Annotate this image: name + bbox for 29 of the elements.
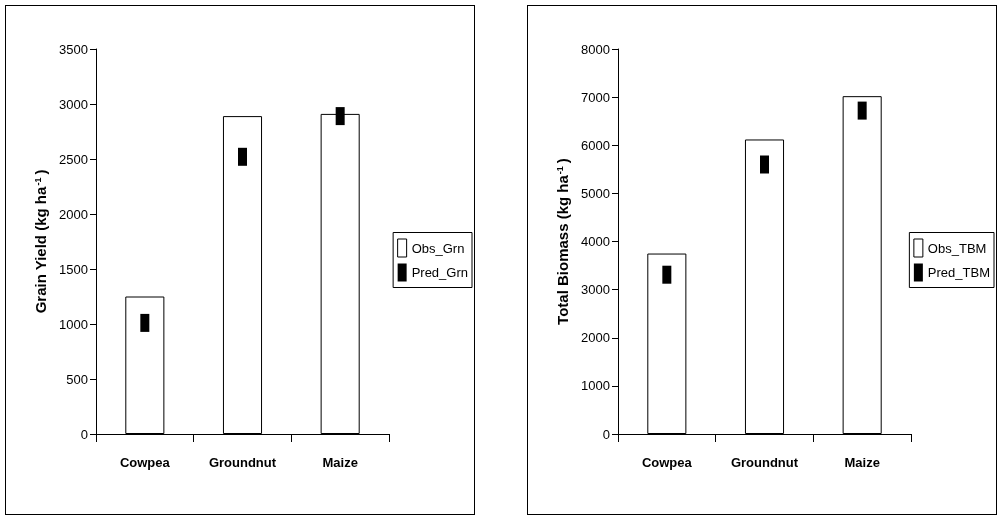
y-tick-label: 6000 [581, 137, 610, 153]
x-tick-label: Maize [844, 455, 880, 470]
y-tick-label: 7000 [581, 89, 610, 105]
legend-label: Pred_Grn [411, 265, 469, 280]
y-tick-label: 0 [602, 426, 610, 442]
legend-label: Obs_Grn [411, 240, 465, 256]
y-tick-label: 2000 [59, 206, 88, 222]
y-tick-label: 500 [66, 371, 88, 387]
y-tick-label: 3500 [59, 41, 88, 57]
y-axis-title: Grain Yield (kg ha-1) [32, 169, 49, 314]
legend-label: Pred_TBM [927, 265, 991, 280]
y-axis-title: Total Biomass (kg ha-1) [554, 158, 571, 325]
y-tick-label: 1500 [59, 261, 88, 277]
x-tick-label: Cowpea [119, 455, 171, 470]
y-tick-label: 1000 [581, 378, 610, 394]
y-tick-label: 4000 [581, 234, 610, 249]
y-tick-label: 3000 [59, 96, 88, 112]
y-tick-label: 2500 [59, 151, 88, 167]
y-tick-label: 8000 [581, 41, 610, 57]
y-tick-label: 2000 [581, 330, 610, 346]
y-tick-label: 3000 [581, 282, 610, 298]
x-tick-label: Groundnut [208, 455, 277, 470]
x-tick-label: Groundnut [730, 455, 799, 470]
legend-label: Obs_TBM [927, 240, 987, 256]
y-tick-label: 5000 [581, 185, 610, 201]
y-tick-label: 1000 [59, 316, 88, 332]
x-tick-label: Cowpea [641, 455, 693, 470]
x-tick-label: Maize [322, 455, 358, 470]
y-tick-label: 0 [80, 426, 88, 442]
